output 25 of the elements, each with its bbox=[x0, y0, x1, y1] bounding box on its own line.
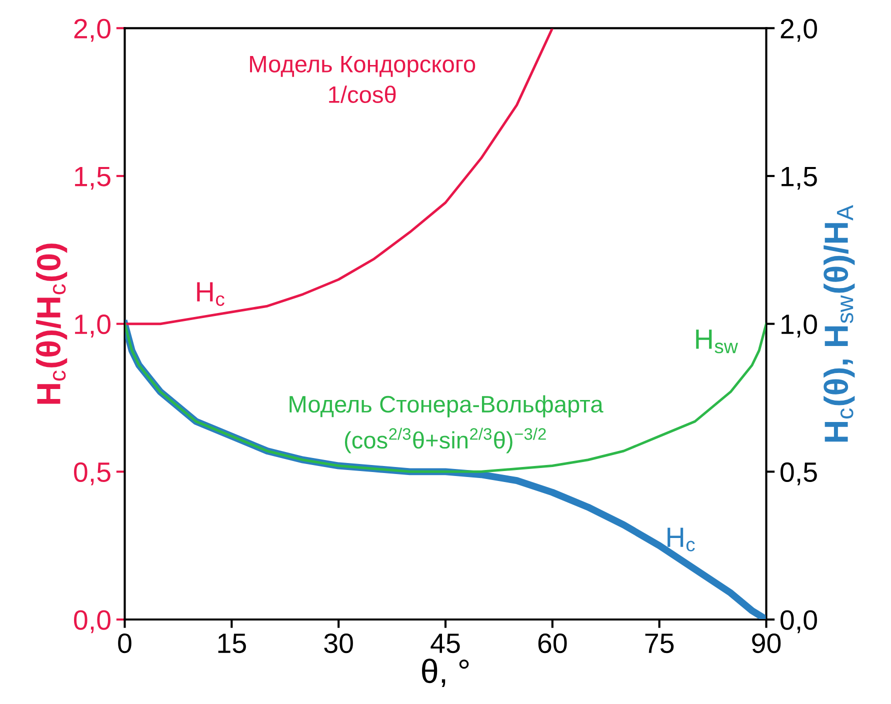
annotation: Модель Кондорского 1/cosθ bbox=[250, 56, 476, 104]
y2-tick-label: 2,0 bbox=[780, 18, 817, 42]
annotation: Модель Стонера-Вольфарта (cos$^{2/3}$θ+sin$^{2/3}$θ)$^{−3/2}$ bbox=[290, 395, 604, 454]
y-axis-title: H$_{c}$(θ)/H$_{c}$(0) bbox=[36, 244, 68, 404]
x-tick-label: 45 bbox=[430, 634, 460, 654]
y2-axis-title: H$_{c}$(θ), H$_{sw}$(θ)/H$_{A}$ bbox=[824, 205, 855, 442]
x-tick-label: 15 bbox=[218, 634, 246, 654]
y2-tick-label: 0,5 bbox=[780, 462, 817, 486]
y2-tick-label: 1,5 bbox=[782, 166, 817, 190]
y-tick-label: 1,5 bbox=[75, 166, 110, 190]
series-label: H$_{sw}$ bbox=[696, 330, 738, 354]
y-tick-label: 2,0 bbox=[74, 18, 110, 42]
x-axis-title: θ, ° bbox=[422, 658, 469, 688]
y-tick-label: 0,0 bbox=[74, 610, 110, 634]
x-tick-label: 75 bbox=[645, 634, 674, 654]
y2-tick-label: 0,0 bbox=[780, 610, 817, 634]
y-tick-label: 0,5 bbox=[74, 462, 110, 486]
x-tick-label: 60 bbox=[538, 633, 567, 654]
x-tick-label: 30 bbox=[324, 633, 353, 654]
series-label: H$_{c}$ bbox=[668, 528, 695, 552]
series-label: H$_{c}$ bbox=[197, 282, 224, 306]
x-tick-label: 90 bbox=[752, 633, 781, 654]
x-tick-label: 0 bbox=[118, 633, 132, 654]
y2-tick-label: 1,0 bbox=[782, 314, 817, 338]
y-tick-label: 1,0 bbox=[75, 314, 110, 338]
